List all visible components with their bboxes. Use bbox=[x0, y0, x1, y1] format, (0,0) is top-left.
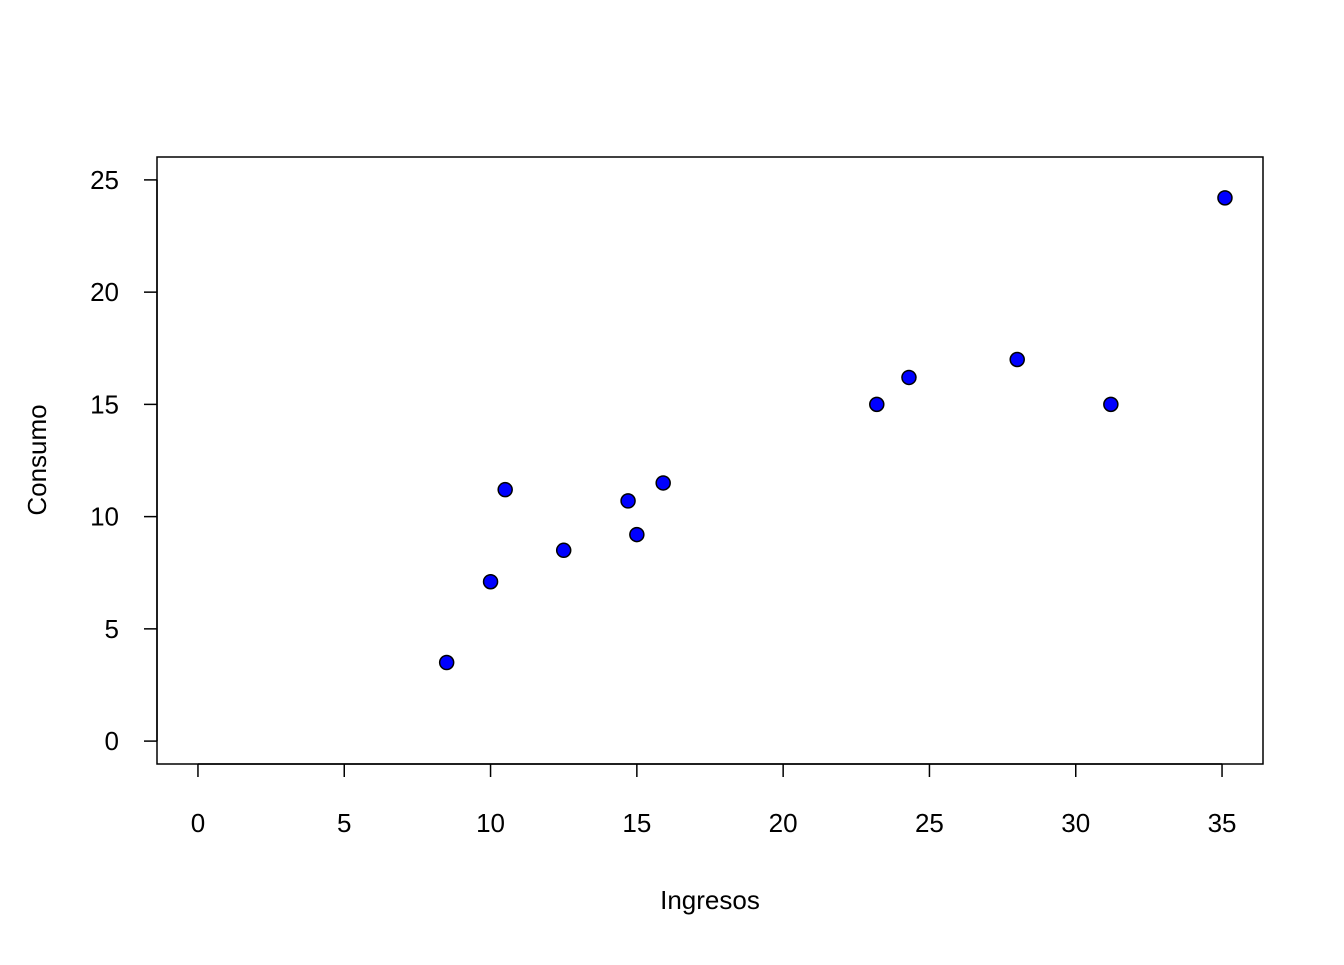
y-tick-label: 10 bbox=[90, 502, 119, 532]
point bbox=[497, 481, 513, 498]
point bbox=[482, 573, 499, 590]
y-tick-label: 25 bbox=[90, 165, 119, 195]
x-tick-label: 25 bbox=[915, 808, 944, 838]
x-tick-label: 15 bbox=[622, 808, 651, 838]
x-axis-title: Ingresos bbox=[660, 885, 760, 915]
plot-frame bbox=[156, 156, 1264, 765]
point bbox=[438, 654, 455, 671]
x-tick-label: 20 bbox=[769, 808, 798, 838]
y-tick-label: 5 bbox=[105, 614, 119, 644]
y-tick-label: 0 bbox=[105, 726, 119, 756]
point bbox=[1217, 190, 1233, 206]
point bbox=[555, 542, 572, 559]
point bbox=[620, 493, 636, 509]
point bbox=[1103, 396, 1119, 413]
x-tick-label: 35 bbox=[1208, 808, 1237, 838]
point bbox=[1009, 351, 1025, 368]
x-tick-label: 30 bbox=[1061, 808, 1090, 838]
x-tick-label: 0 bbox=[191, 808, 205, 838]
x-tick-label: 10 bbox=[476, 808, 505, 838]
x-tick-label: 5 bbox=[337, 808, 351, 838]
point bbox=[629, 526, 645, 543]
point bbox=[901, 369, 917, 386]
point bbox=[655, 475, 671, 491]
y-axis-title: Consumo bbox=[22, 404, 52, 515]
point bbox=[869, 396, 885, 413]
y-tick-label: 20 bbox=[90, 277, 119, 307]
y-tick-label: 15 bbox=[90, 389, 119, 419]
